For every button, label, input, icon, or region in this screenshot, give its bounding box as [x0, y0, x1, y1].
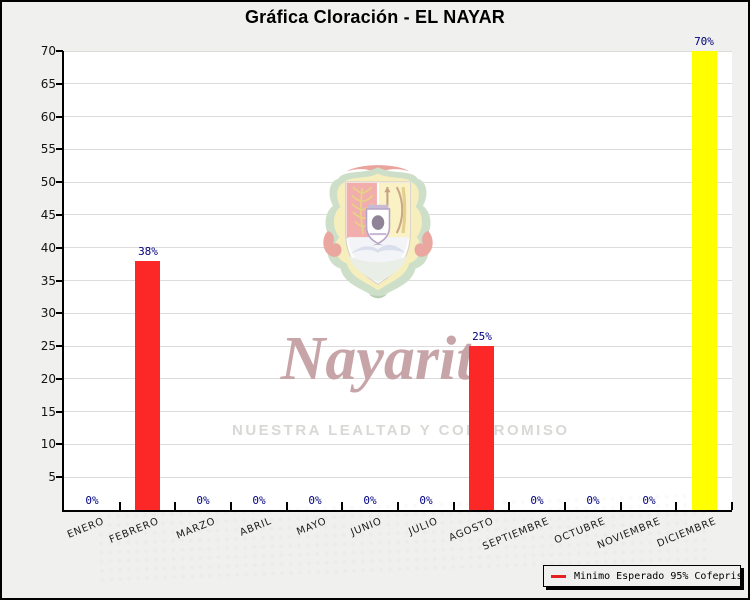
x-axis	[62, 510, 732, 512]
gridline-15	[64, 411, 732, 413]
y-tick-20	[56, 377, 63, 380]
x-label-febrero: FEBRERO	[108, 516, 162, 546]
gridline-50	[64, 181, 732, 183]
y-axis	[62, 51, 64, 512]
x-tick-9	[564, 502, 566, 510]
value-label-marzo: 0%	[196, 494, 210, 507]
y-tick-label-5: 5	[48, 470, 56, 485]
y-tick-label-40: 40	[40, 240, 56, 255]
y-tick-label-20: 20	[40, 371, 56, 386]
x-tick-2	[174, 502, 177, 510]
x-tick-12	[731, 502, 733, 510]
value-label-febrero: 38%	[138, 245, 158, 258]
x-tick-6	[397, 502, 399, 510]
value-label-mayo: 0%	[308, 494, 322, 507]
gridline-70	[64, 50, 732, 52]
x-label-julio: JULIO	[407, 516, 441, 538]
x-tick-8	[508, 502, 511, 510]
bar-agosto	[469, 346, 494, 510]
y-tick-label-25: 25	[40, 339, 56, 354]
legend-label: Minimo Esperado 95% Cofepris	[574, 570, 743, 582]
value-label-diciembre: 70%	[694, 35, 714, 48]
y-tick-label-10: 10	[40, 437, 56, 452]
value-label-junio: 0%	[363, 494, 377, 507]
chart-title: Gráfica Cloración - EL NAYAR	[244, 7, 506, 27]
y-tick-label-55: 55	[40, 142, 56, 157]
value-label-octubre: 0%	[586, 494, 600, 507]
value-label-julio: 0%	[419, 494, 433, 507]
y-tick-25	[56, 345, 63, 348]
bar-febrero	[135, 261, 160, 510]
x-label-enero: ENERO	[65, 516, 107, 541]
y-tick-label-35: 35	[40, 273, 56, 288]
x-tick-1	[118, 502, 121, 510]
gridline-20	[64, 378, 732, 380]
x-label-abril: ABRIL	[238, 516, 274, 539]
bar-diciembre	[692, 51, 717, 510]
y-tick-45	[56, 213, 63, 216]
y-tick-55	[56, 148, 63, 151]
gridline-35	[64, 280, 732, 281]
value-label-septiembre: 0%	[530, 494, 544, 507]
y-tick-60	[56, 115, 63, 118]
gridline-65	[64, 83, 732, 85]
y-tick-40	[56, 246, 63, 249]
gridline-45	[64, 214, 732, 216]
x-tick-3	[230, 502, 232, 510]
x-label-junio: JUNIO	[349, 516, 385, 539]
gridline-60	[64, 116, 732, 118]
legend: Minimo Esperado 95% Cofepris	[543, 565, 743, 587]
y-tick-label-45: 45	[40, 207, 56, 222]
y-tick-label-60: 60	[40, 109, 56, 124]
value-label-agosto: 25%	[472, 330, 492, 343]
gridline-55	[64, 148, 732, 150]
value-label-noviembre: 0%	[642, 494, 656, 507]
x-tick-11	[675, 502, 678, 510]
x-tick-5	[341, 502, 344, 510]
y-tick-label-70: 70	[40, 44, 56, 58]
x-tick-7	[452, 502, 455, 510]
x-label-marzo: MARZO	[174, 516, 218, 542]
y-tick-35	[56, 279, 63, 282]
gridline-25	[64, 345, 732, 347]
y-tick-label-50: 50	[40, 175, 56, 190]
value-label-abril: 0%	[252, 494, 266, 507]
gridline-5	[64, 476, 732, 478]
value-label-enero: 0%	[85, 494, 99, 507]
gridline-10	[64, 443, 732, 445]
y-tick-15	[56, 410, 63, 413]
x-tick-10	[619, 502, 622, 510]
x-label-mayo: MAYO	[294, 516, 329, 538]
y-tick-5	[56, 476, 63, 479]
y-tick-70	[56, 50, 63, 52]
y-tick-30	[56, 312, 63, 315]
x-tick-4	[285, 502, 288, 510]
y-tick-10	[56, 443, 63, 446]
y-tick-label-15: 15	[40, 404, 56, 419]
y-tick-50	[56, 181, 63, 184]
gridline-30	[64, 312, 732, 314]
x-label-diciembre: DICIEMBRE	[655, 516, 719, 550]
x-label-noviembre: NOVIEMBRE	[595, 516, 663, 552]
y-tick-label-30: 30	[40, 306, 56, 321]
legend-line-swatch	[551, 574, 566, 578]
y-tick-65	[56, 82, 63, 85]
y-tick-label-65: 65	[40, 76, 56, 91]
